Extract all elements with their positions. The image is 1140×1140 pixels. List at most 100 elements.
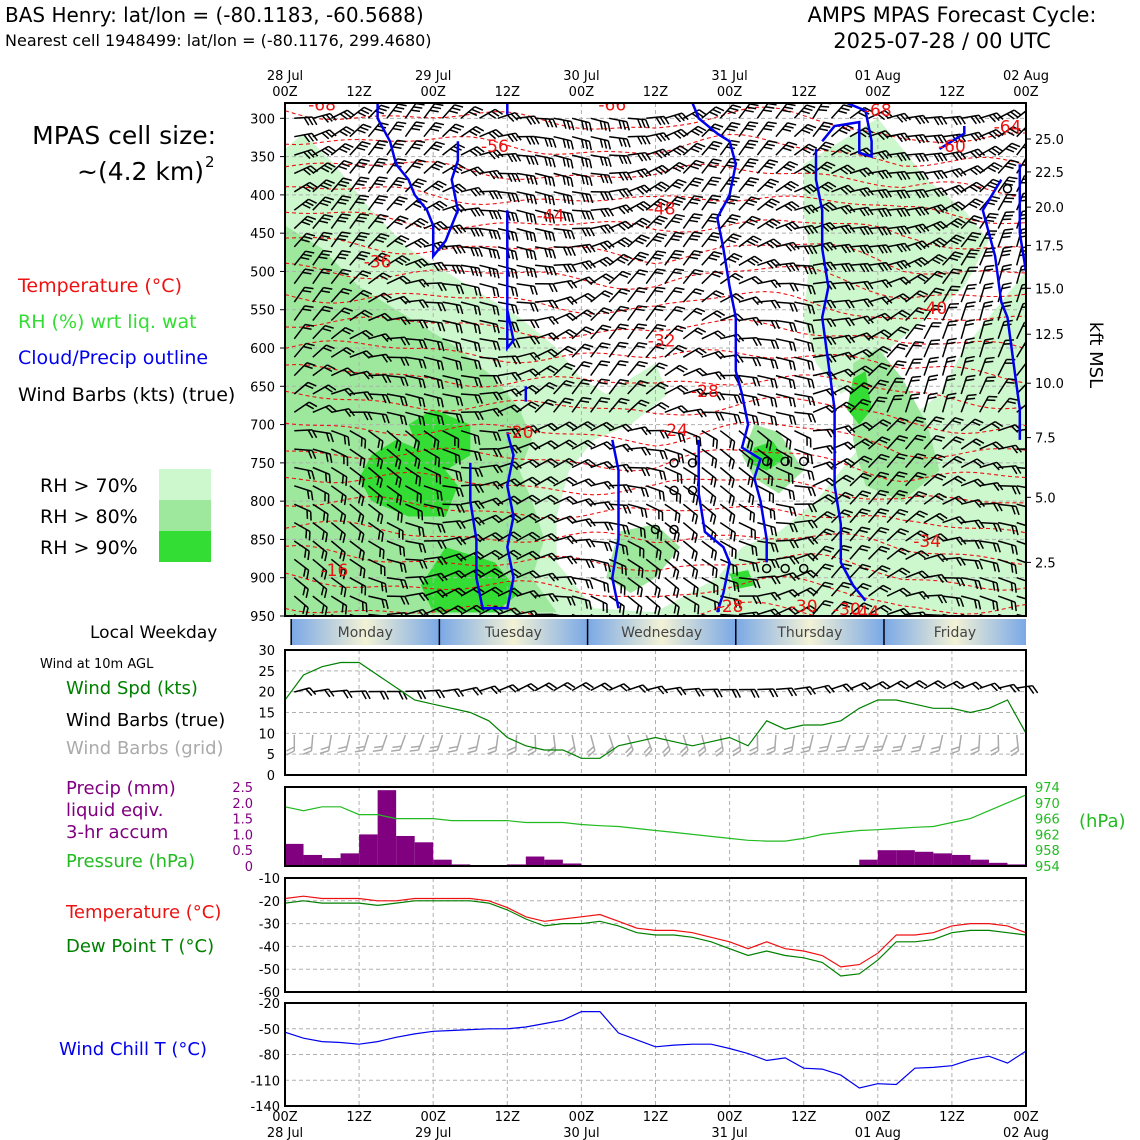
barb-staff bbox=[330, 250, 343, 266]
barb-flag bbox=[329, 433, 334, 443]
barb-staff bbox=[386, 393, 405, 398]
barb-staff bbox=[293, 165, 312, 175]
temperature-contour bbox=[285, 572, 1026, 615]
barb-staff bbox=[386, 255, 403, 266]
pressure-tick-label: 350 bbox=[250, 151, 275, 166]
barb-staff bbox=[405, 237, 422, 248]
barb-staff bbox=[794, 245, 813, 248]
barb-flag bbox=[418, 339, 424, 349]
barb-flag bbox=[355, 219, 365, 223]
barb-staff bbox=[293, 233, 307, 248]
barb-flag bbox=[342, 268, 352, 273]
barb-flag bbox=[325, 114, 333, 122]
barb-flag bbox=[342, 128, 352, 135]
barb-staff bbox=[330, 577, 347, 589]
barb-flag bbox=[310, 491, 314, 501]
barb-flag bbox=[322, 199, 332, 204]
barb-flag bbox=[400, 357, 406, 366]
temperature-contour bbox=[285, 340, 1026, 384]
barb-flag bbox=[398, 257, 407, 264]
wind-barb bbox=[405, 299, 429, 309]
barb-flag bbox=[430, 128, 440, 132]
barb-flag bbox=[399, 396, 404, 406]
barb-flag bbox=[416, 441, 421, 451]
wind-barb bbox=[293, 595, 309, 616]
cell-size-exponent: 2 bbox=[205, 153, 215, 171]
barb-staff bbox=[349, 213, 361, 230]
barb-flag bbox=[303, 567, 307, 577]
barb-flag bbox=[303, 548, 307, 558]
wind-barb bbox=[312, 213, 334, 230]
barb-flag bbox=[397, 121, 407, 125]
barb-flag bbox=[1027, 564, 1033, 573]
barb-staff bbox=[423, 122, 436, 138]
wind-barb bbox=[293, 198, 317, 211]
wind-barb bbox=[349, 123, 372, 138]
temperature-label: -32 bbox=[648, 331, 676, 351]
barb-flag bbox=[324, 196, 334, 201]
barb-flag bbox=[321, 115, 329, 123]
wind-barb bbox=[312, 145, 337, 156]
temperature-contour bbox=[285, 133, 1026, 167]
temperature-label: -34 bbox=[913, 532, 941, 552]
barb-flag bbox=[379, 274, 388, 281]
barb-flag bbox=[381, 532, 384, 542]
barb-staff bbox=[293, 286, 306, 303]
barb-flag bbox=[1028, 508, 1034, 517]
barb-flag bbox=[358, 143, 368, 148]
barb-flag bbox=[326, 364, 336, 370]
barb-flag bbox=[359, 566, 363, 577]
barb-staff bbox=[331, 408, 350, 414]
wind-barb bbox=[349, 430, 367, 449]
legend-temperature: Temperature (°C) bbox=[17, 275, 182, 297]
top-hour-label: 12Z bbox=[346, 85, 372, 100]
barb-staff bbox=[349, 577, 366, 588]
barb-flag bbox=[325, 344, 335, 350]
barb-flag bbox=[307, 429, 314, 439]
barb-flag bbox=[339, 130, 348, 137]
barb-flag bbox=[402, 530, 404, 540]
barb-flag bbox=[328, 145, 337, 153]
top-hour-label: 00Z bbox=[717, 85, 743, 100]
barb-flag bbox=[414, 261, 422, 269]
barb-staff bbox=[386, 316, 405, 322]
barb-flag bbox=[365, 603, 368, 613]
barb-flag bbox=[347, 436, 350, 446]
wind-barb bbox=[368, 411, 390, 424]
barb-flag bbox=[418, 415, 422, 425]
barb-flag bbox=[355, 238, 365, 242]
barb-staff bbox=[368, 312, 386, 322]
wind-barb bbox=[349, 540, 365, 561]
barb-flag bbox=[381, 354, 389, 363]
barb-staff bbox=[330, 327, 346, 340]
temperature-label: -48 bbox=[648, 200, 676, 220]
barb-staff bbox=[312, 287, 325, 303]
barb-flag bbox=[311, 450, 317, 460]
barb-staff bbox=[293, 521, 311, 533]
barb-flag bbox=[1034, 469, 1039, 477]
barb-staff bbox=[330, 288, 344, 303]
wind-barb bbox=[330, 326, 354, 340]
temperature-label: -16 bbox=[321, 561, 349, 581]
barb-flag bbox=[422, 379, 426, 389]
barb-flag bbox=[398, 478, 402, 488]
barb-staff bbox=[367, 448, 383, 461]
top-hour-label: 00Z bbox=[1013, 85, 1039, 100]
barb-flag bbox=[324, 492, 326, 502]
barb-staff bbox=[386, 295, 405, 303]
barb-staff bbox=[330, 558, 346, 572]
barb-flag bbox=[324, 533, 329, 543]
temperature-contour bbox=[285, 544, 1026, 591]
barb-flag bbox=[302, 604, 306, 614]
barb-staff bbox=[349, 595, 367, 604]
barb-flag bbox=[362, 569, 366, 579]
wind-barb bbox=[367, 485, 383, 507]
barb-flag bbox=[394, 439, 399, 449]
barb-flag bbox=[385, 333, 393, 341]
barb-flag bbox=[1031, 547, 1037, 556]
rh-90-region bbox=[846, 371, 872, 425]
top-hour-label: 00Z bbox=[569, 85, 595, 100]
barb-flag bbox=[321, 234, 331, 238]
barb-flag bbox=[342, 515, 347, 525]
top-date-label: 01 Aug bbox=[855, 69, 901, 84]
